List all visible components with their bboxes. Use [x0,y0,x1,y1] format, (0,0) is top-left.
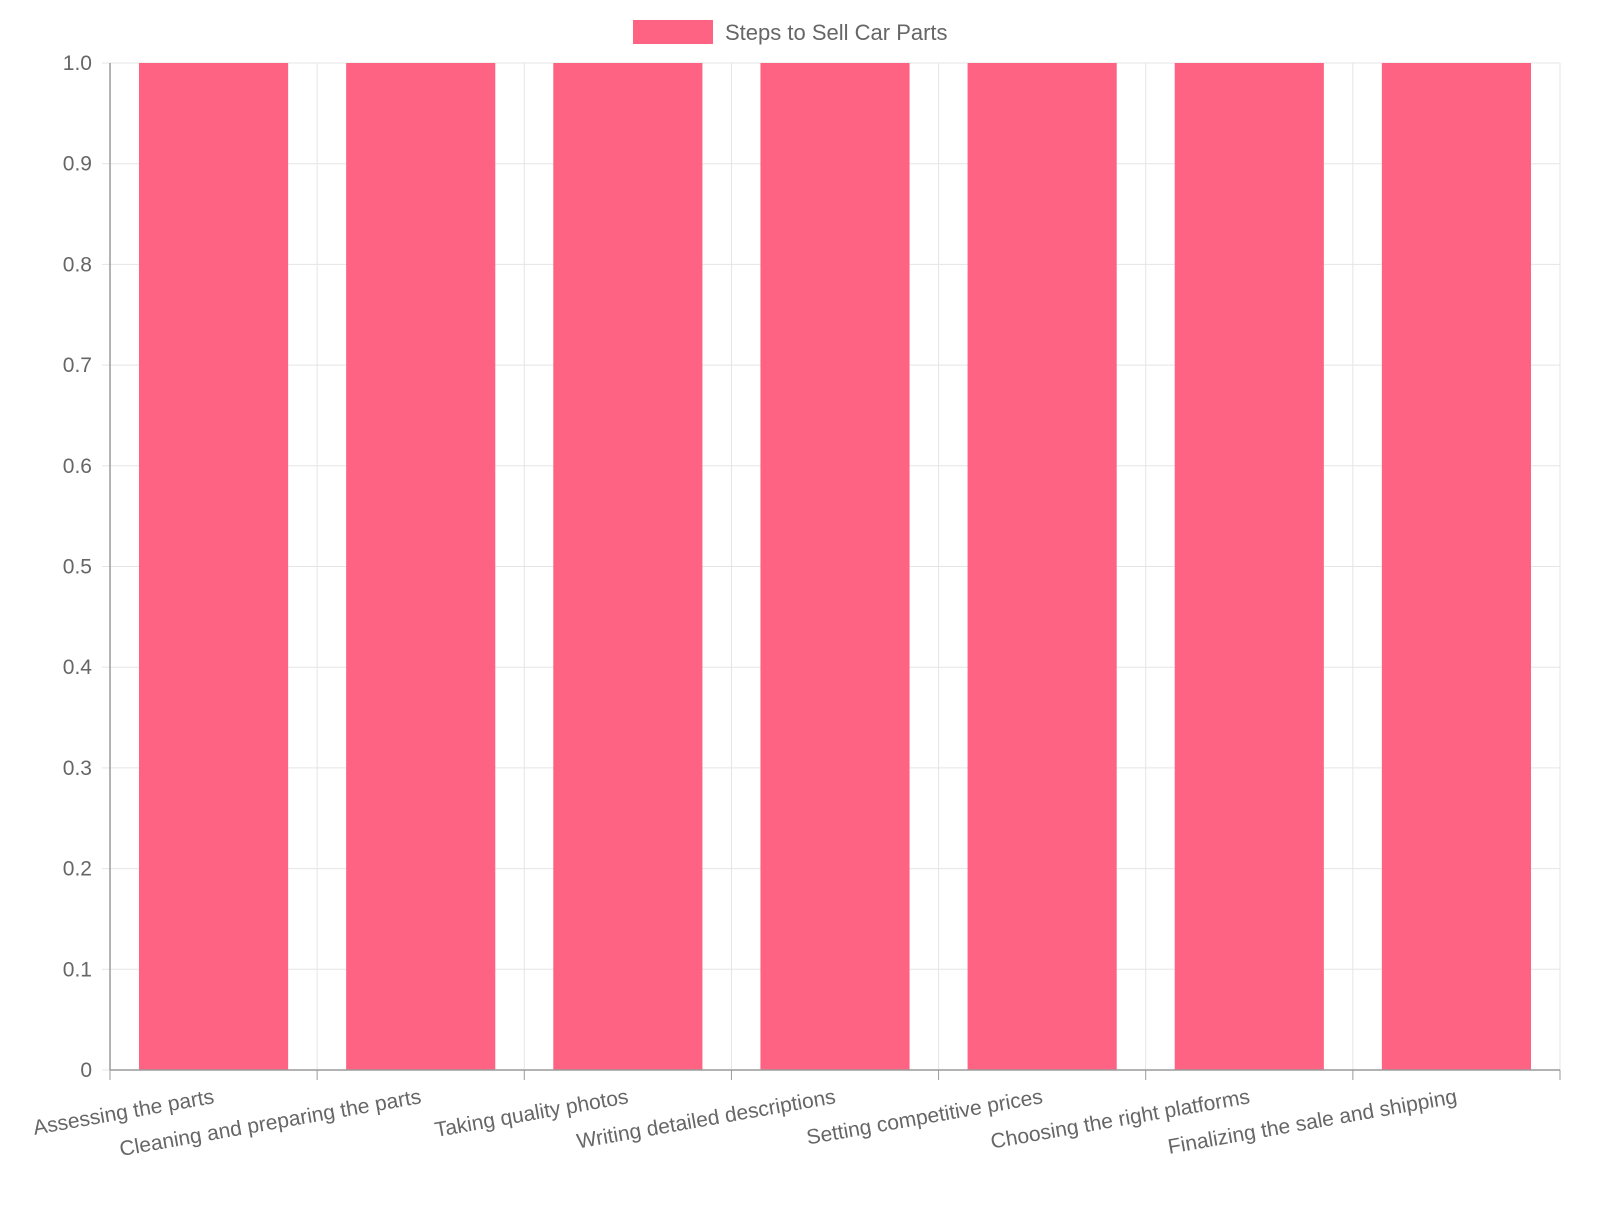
y-tick-label: 0.5 [63,556,92,579]
y-tick-label: 0.4 [63,656,93,679]
bar[interactable] [346,63,496,1070]
legend-swatch[interactable] [633,20,713,44]
bar[interactable] [1381,63,1531,1070]
legend-label[interactable]: Steps to Sell Car Parts [725,20,948,45]
bar[interactable] [760,63,910,1070]
bar[interactable] [967,63,1117,1070]
y-tick-label: 0.8 [63,253,92,276]
bar[interactable] [553,63,703,1070]
y-tick-label: 1.0 [63,52,92,75]
bar[interactable] [139,63,289,1070]
legend[interactable]: Steps to Sell Car Parts [633,20,948,45]
y-tick-label: 0 [80,1059,92,1082]
y-tick-label: 0.1 [63,958,92,981]
y-tick-label: 0.2 [63,858,92,881]
y-tick-label: 0.7 [63,354,92,377]
y-tick-label: 0.3 [63,757,92,780]
bars-layer [139,63,1531,1070]
bar[interactable] [1174,63,1324,1070]
y-tick-label: 0.6 [63,455,92,478]
y-tick-label: 0.9 [63,153,92,176]
